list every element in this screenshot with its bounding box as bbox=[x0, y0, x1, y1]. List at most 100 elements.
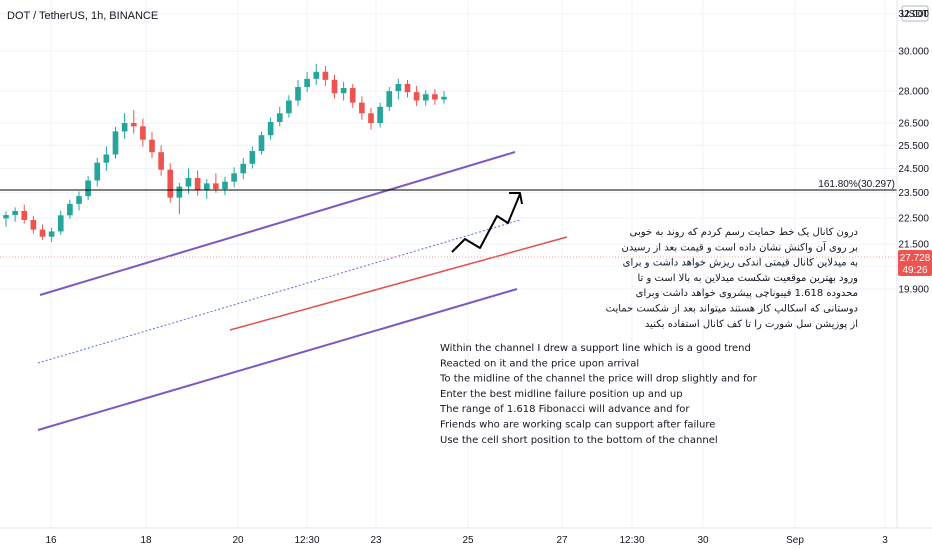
candle-body bbox=[130, 123, 137, 127]
candle[interactable] bbox=[377, 102, 383, 128]
candle[interactable] bbox=[194, 170, 201, 196]
candle[interactable] bbox=[395, 78, 402, 100]
candle[interactable] bbox=[21, 204, 28, 224]
candle-body bbox=[368, 113, 374, 124]
candle[interactable] bbox=[94, 157, 101, 187]
candle[interactable] bbox=[258, 131, 265, 155]
candle[interactable] bbox=[331, 74, 338, 99]
candle-body bbox=[121, 123, 128, 132]
candle[interactable] bbox=[304, 71, 310, 93]
candle[interactable] bbox=[57, 210, 64, 235]
support-line[interactable] bbox=[229, 236, 568, 331]
candle-body bbox=[185, 178, 192, 187]
candle[interactable] bbox=[249, 146, 256, 169]
candle-body bbox=[85, 180, 91, 197]
time-axis: 16 18 20 12:30 23 25 27 12:30 30 Sep 3 bbox=[0, 527, 932, 550]
candle-body bbox=[386, 91, 393, 107]
candle[interactable] bbox=[203, 179, 210, 199]
candle[interactable] bbox=[12, 207, 18, 222]
candle[interactable] bbox=[340, 81, 347, 101]
candle-body bbox=[377, 106, 383, 124]
candle[interactable] bbox=[359, 96, 365, 120]
candle-body bbox=[295, 86, 301, 101]
candle[interactable] bbox=[176, 182, 183, 215]
candle[interactable] bbox=[386, 86, 393, 112]
annotation-en-line: To the midline of the channel the price … bbox=[439, 374, 758, 385]
candle[interactable] bbox=[349, 83, 356, 108]
candle-body bbox=[231, 173, 237, 182]
candle-body bbox=[304, 78, 310, 87]
candle[interactable] bbox=[422, 90, 429, 106]
candle[interactable] bbox=[140, 118, 146, 147]
candle[interactable] bbox=[267, 117, 274, 140]
annotation-fa-line: بر روی آن واکنش نشان داده است و قیمت بعد… bbox=[621, 240, 858, 253]
candle[interactable] bbox=[3, 211, 9, 227]
candle-body bbox=[322, 71, 329, 80]
price-channel bbox=[37, 151, 568, 431]
candle-body bbox=[340, 88, 347, 94]
candle[interactable] bbox=[322, 65, 329, 86]
channel-midline[interactable] bbox=[37, 219, 521, 364]
currency-badge[interactable] bbox=[901, 5, 929, 22]
candle[interactable] bbox=[76, 191, 82, 211]
candle[interactable] bbox=[222, 176, 228, 196]
candle[interactable] bbox=[286, 95, 292, 118]
annotation-fa-line: به میدلاین کانال قیمتی اندکی ریزش خواهد … bbox=[623, 258, 858, 269]
candle-body bbox=[94, 162, 101, 181]
candle[interactable] bbox=[85, 176, 91, 201]
y-tick-label: 32.000 bbox=[898, 9, 929, 20]
channel-upper-line[interactable] bbox=[39, 151, 516, 296]
x-tick-label: 16 bbox=[45, 535, 57, 546]
candle-body bbox=[267, 121, 274, 136]
candle[interactable] bbox=[276, 106, 283, 127]
candle[interactable] bbox=[167, 163, 174, 203]
candle-body bbox=[331, 79, 338, 94]
price-axis: USDT 38.00036.00034.00032.00030.00028.00… bbox=[896, 0, 932, 528]
price-badge-countdown: 49:26 bbox=[902, 265, 927, 276]
candle[interactable] bbox=[48, 228, 55, 243]
annotation-en-line: Friends who are working scalp can suppor… bbox=[440, 420, 715, 431]
candle-body bbox=[149, 139, 155, 153]
annotation-fa-line: محدوده 1.618 فیبوناچی پیشروی خواهد داشت … bbox=[636, 288, 858, 299]
candle[interactable] bbox=[121, 113, 128, 140]
annotation-en-line: Enter the best midline failure position … bbox=[440, 389, 683, 400]
candle[interactable] bbox=[103, 146, 110, 171]
candle[interactable] bbox=[130, 110, 137, 134]
candle[interactable] bbox=[413, 85, 420, 106]
candle-body bbox=[441, 96, 447, 100]
fib-level-label: 161.80%(30.297) bbox=[818, 179, 895, 190]
annotation-fa-line: دوستانی که اسکالپ کار هستند میتواند بعد … bbox=[606, 304, 858, 315]
candle[interactable] bbox=[30, 215, 37, 234]
candle[interactable] bbox=[158, 145, 164, 176]
candle[interactable] bbox=[67, 199, 73, 219]
candle-body bbox=[140, 126, 146, 140]
candle-body bbox=[12, 210, 18, 216]
candle[interactable] bbox=[295, 79, 301, 106]
y-tick-label: 30.000 bbox=[898, 47, 929, 58]
candle-body bbox=[39, 229, 46, 237]
y-tick-label: 28.000 bbox=[898, 87, 929, 98]
annotation-en-line: The range of 1.618 Fibonacci will advanc… bbox=[439, 404, 690, 415]
candle[interactable] bbox=[441, 91, 447, 104]
annotation-en-line: Within the channel I drew a support line… bbox=[440, 343, 751, 354]
candle[interactable] bbox=[404, 79, 411, 98]
annotation-english: Within the channel I drew a support line… bbox=[439, 343, 758, 446]
candle[interactable] bbox=[432, 89, 438, 105]
candle[interactable] bbox=[313, 63, 320, 85]
candle[interactable] bbox=[112, 126, 119, 159]
candle-body bbox=[167, 169, 174, 198]
channel-lower-line[interactable] bbox=[37, 288, 518, 431]
y-tick-label: 19.900 bbox=[898, 285, 929, 296]
candle-body bbox=[213, 183, 219, 189]
candle[interactable] bbox=[231, 167, 237, 188]
candle-body bbox=[413, 92, 420, 101]
x-tick-label: 23 bbox=[370, 535, 382, 546]
candle-body bbox=[286, 100, 292, 114]
candle[interactable] bbox=[240, 157, 247, 180]
candle[interactable] bbox=[39, 224, 46, 240]
candle[interactable] bbox=[149, 132, 155, 158]
y-tick-label: 25.500 bbox=[898, 141, 929, 152]
candle[interactable] bbox=[213, 173, 219, 193]
candle[interactable] bbox=[368, 107, 374, 130]
